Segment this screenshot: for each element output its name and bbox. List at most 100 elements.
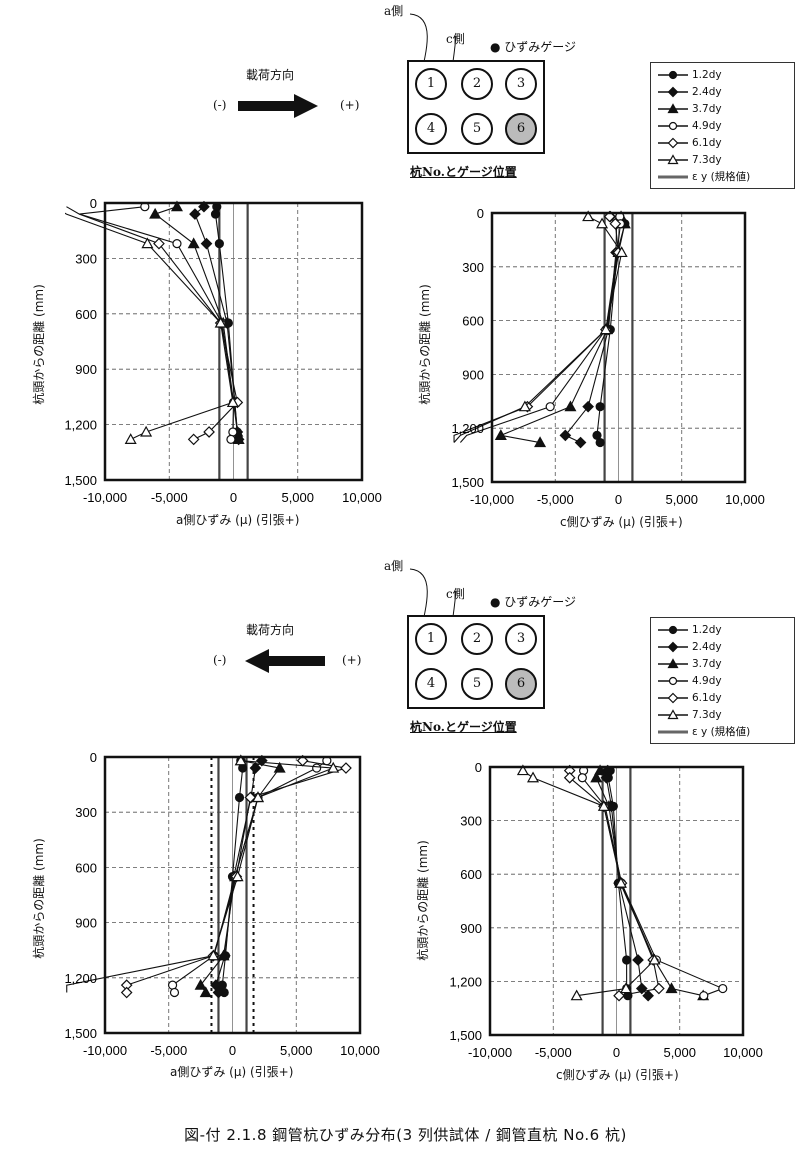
legend-label: 2.4dy <box>692 85 722 98</box>
circle-filled-marker-icon <box>658 70 688 79</box>
y-tick-label: 1,500 <box>64 473 97 488</box>
y-tick-label: 300 <box>460 814 482 829</box>
chart-legend: 1.2dy 2.4dy 3.7dy 4.9dy 6.1dy 7.3dy ε y (規格値) <box>650 617 795 744</box>
data-point-6.1dy <box>153 237 165 250</box>
pile-6-highlighted: 6 <box>505 113 537 145</box>
chart-2: 0 300 600 900 1,200 1,500 -10,000 -5,000 0 5,000 1… <box>451 206 764 507</box>
legend-label: 4.9dy <box>692 119 722 132</box>
data-point-3.7dy <box>594 764 607 776</box>
y-tick-label: 1,200 <box>449 974 482 989</box>
data-point-3.7dy <box>194 978 207 990</box>
pile-4: 4 <box>415 113 447 145</box>
legend-item: 1.2dy <box>657 66 788 83</box>
data-point-1.2dy <box>622 955 632 965</box>
data-point-2.4dy <box>582 400 594 413</box>
y-tick-label: 0 <box>477 206 484 221</box>
data-point-2.4dy <box>189 208 201 220</box>
x-tick-label: -5,000 <box>535 1045 572 1060</box>
data-point-1.2dy <box>214 239 224 249</box>
data-point-7.3dy <box>327 761 340 773</box>
data-point-2.4dy <box>642 989 654 1002</box>
data-point-6.1dy <box>203 426 215 438</box>
data-point-3.7dy <box>534 436 547 448</box>
y-tick-label: 300 <box>75 805 97 820</box>
data-point-6.1dy <box>609 217 622 230</box>
legend-label: 1.2dy <box>692 623 722 636</box>
x-axis-title: a側ひずみ (μ) (引張+) <box>176 513 300 527</box>
pile-3: 3 <box>505 68 537 100</box>
data-point-2.4dy <box>249 762 262 774</box>
data-point-6.1dy <box>653 982 665 995</box>
pile-1: 1 <box>415 623 447 655</box>
data-point-2.4dy <box>200 237 213 250</box>
data-point-4.9dy <box>228 427 238 437</box>
figure-caption: 図-付 2.1.8 鋼管杭ひずみ分布(3 列供試体 / 鋼管直杭 No.6 杭) <box>184 1126 627 1144</box>
data-point-4.9dy <box>312 763 322 773</box>
chart-1: 0 300 600 900 1,200 1,500 -10,000 -5,000 0 5,000 1… <box>64 196 381 505</box>
x-tick-label: -10,000 <box>470 492 514 507</box>
pile-2: 2 <box>461 68 493 100</box>
data-point-7.3dy <box>207 949 220 961</box>
data-point-7.3dy <box>615 246 628 258</box>
pile-5: 5 <box>461 113 493 145</box>
y-tick-label: 300 <box>462 260 484 275</box>
x-tick-label: 5,000 <box>281 490 314 505</box>
data-point-7.3dy <box>582 210 595 222</box>
y-tick-label: 900 <box>460 921 482 936</box>
diamond-filled-marker-icon <box>658 641 688 652</box>
plot-frame <box>103 755 362 1035</box>
diamond-open-marker-icon <box>658 692 688 703</box>
data-point-7.3dy <box>251 791 265 803</box>
data-point-3.7dy <box>199 986 212 998</box>
legend-label: 1.2dy <box>692 68 722 81</box>
y-tick-label: 600 <box>462 314 484 329</box>
legend-item: 1.2dy <box>657 621 788 638</box>
data-point-4.9dy <box>699 991 709 1001</box>
data-point-6.1dy <box>187 433 200 446</box>
data-point-3.7dy <box>149 207 162 219</box>
data-point-3.7dy <box>232 433 245 444</box>
y-tick-label: 600 <box>460 867 482 882</box>
diamond-open-marker-icon <box>658 137 688 148</box>
yield-line-icon <box>658 730 688 733</box>
legend-item: 3.7dy <box>657 100 788 117</box>
data-point-7.3dy <box>597 800 610 811</box>
data-point-7.3dy <box>214 316 227 328</box>
yield-line-icon <box>658 175 688 178</box>
data-point-3.7dy <box>665 982 678 994</box>
plot-frame <box>488 765 745 1037</box>
data-point-7.3dy <box>596 217 609 229</box>
gauge-legend: ● ひずみゲージ <box>490 595 577 609</box>
triangle-open-marker-icon <box>658 153 688 164</box>
arrow-right-icon <box>238 94 318 118</box>
y-tick-label: 0 <box>475 760 482 775</box>
legend-item: 4.9dy <box>657 672 788 689</box>
data-point-1.2dy <box>595 402 605 412</box>
legend-label: ε y (規格値) <box>692 171 751 183</box>
data-point-2.4dy <box>559 429 572 442</box>
plot-frame <box>103 201 364 482</box>
data-point-4.9dy <box>545 402 555 412</box>
plot-frame <box>490 211 747 484</box>
minus-label: (-) <box>213 653 227 667</box>
x-tick-label: 5,000 <box>280 1043 313 1058</box>
data-point-7.3dy <box>570 989 583 1001</box>
data-point-7.3dy <box>141 237 154 249</box>
y-axis-title: 杭頭からの距離 (mm) <box>415 840 430 961</box>
plus-label: (+) <box>340 98 360 112</box>
data-point-3.7dy <box>590 771 603 783</box>
data-point-6.1dy <box>120 986 133 999</box>
data-point-7.3dy <box>226 396 239 408</box>
x-axis-title: c側ひずみ (μ) (引張+) <box>560 515 683 529</box>
y-tick-label: 600 <box>75 307 97 322</box>
x-tick-label: 10,000 <box>723 1045 763 1060</box>
x-tick-label: -5,000 <box>537 492 574 507</box>
y-tick-label: 1,200 <box>64 418 97 433</box>
chart-3: 0 300 600 900 1,200 1,500 -10,000 -5,000 0 5,000 1… <box>64 750 379 1058</box>
x-axis-title: c側ひずみ (μ) (引張+) <box>556 1068 679 1082</box>
legend-label: 6.1dy <box>692 691 722 704</box>
data-point-6.1dy <box>340 762 352 774</box>
data-point-4.9dy <box>226 434 236 444</box>
pile-6-highlighted: 6 <box>505 668 537 700</box>
data-point-7.3dy <box>516 764 529 776</box>
